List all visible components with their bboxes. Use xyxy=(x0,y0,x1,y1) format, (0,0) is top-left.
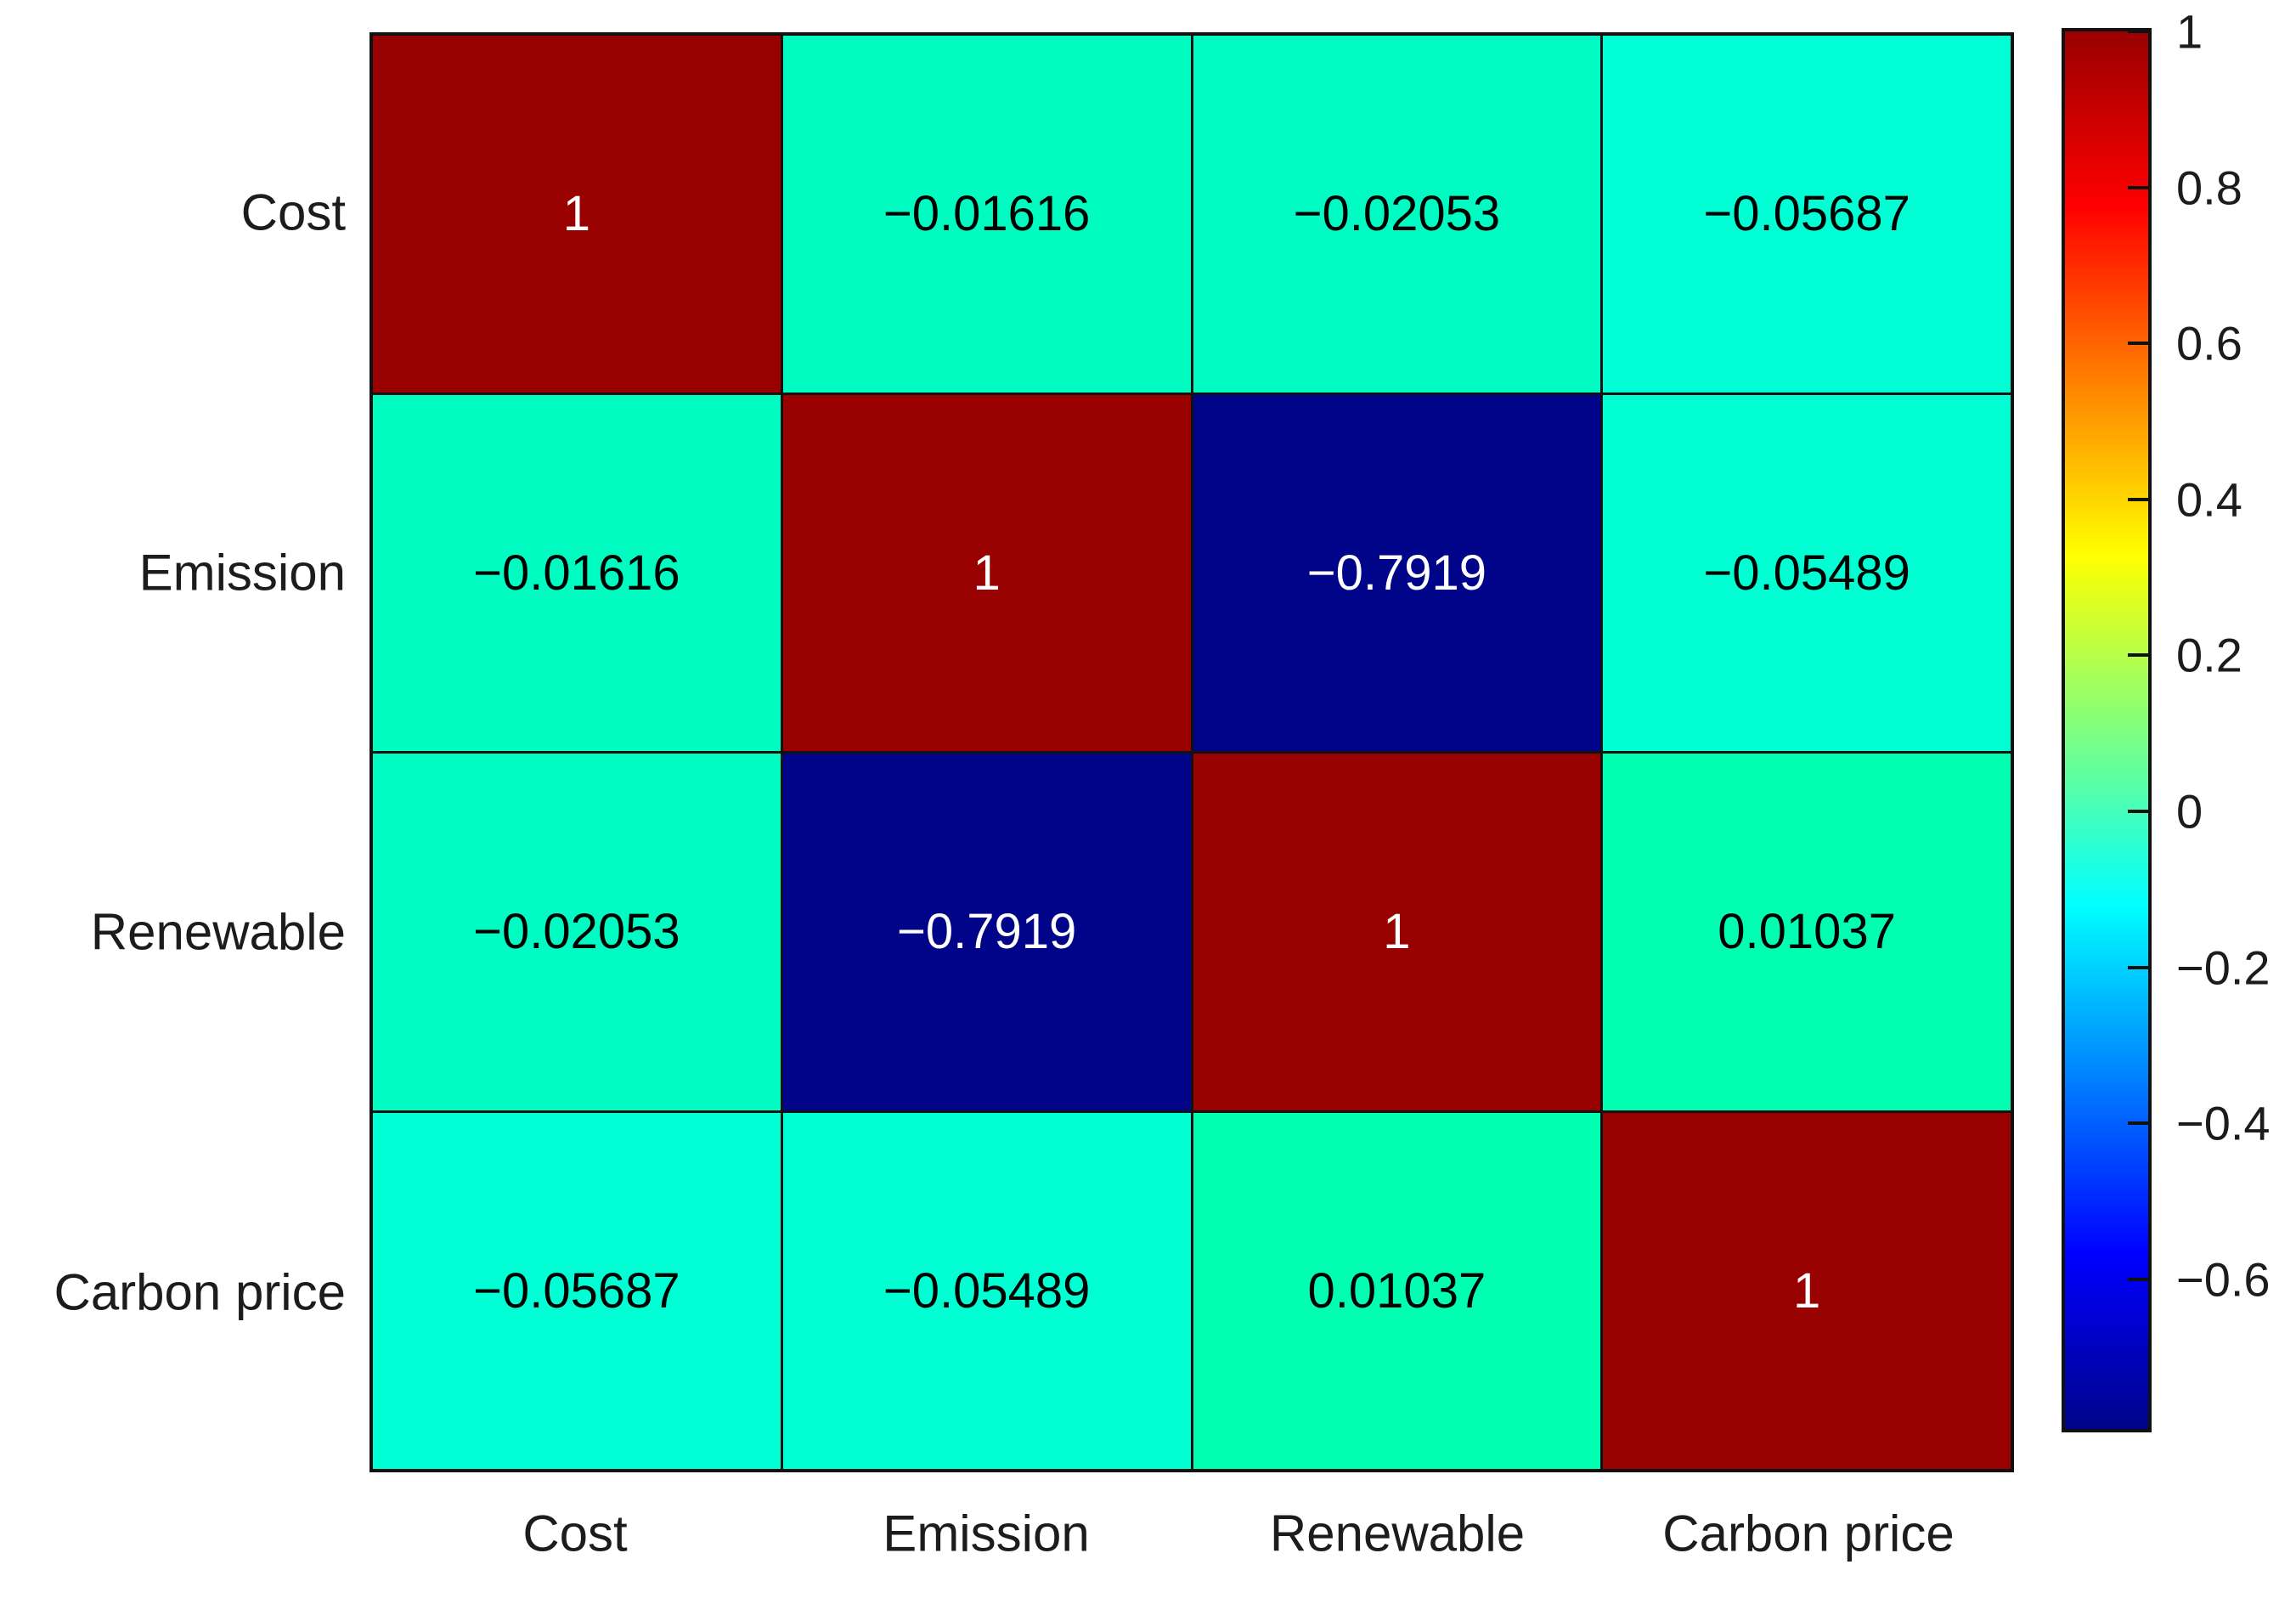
colorbar-tick-label: −0.6 xyxy=(2176,1252,2271,1307)
heatmap-cell: −0.05687 xyxy=(1603,36,2011,393)
colorbar-tick-mark xyxy=(2128,1277,2148,1281)
colorbar-tick-label: −0.4 xyxy=(2176,1096,2271,1150)
y-axis-label: Carbon price xyxy=(54,1263,346,1321)
colorbar-tick-mark xyxy=(2128,497,2148,501)
colorbar-tick-mark xyxy=(2128,1121,2148,1126)
colorbar xyxy=(2062,28,2152,1432)
colorbar-tick-label: 0.4 xyxy=(2176,472,2242,527)
colorbar-tick-label: 1 xyxy=(2176,4,2203,59)
heatmap-cell: 0.01037 xyxy=(1193,1112,1601,1469)
heatmap-cell: −0.05489 xyxy=(782,1112,1191,1469)
heatmap-cell: 1 xyxy=(1603,1112,2011,1469)
heatmap-cell: 0.01037 xyxy=(1603,754,2011,1110)
heatmap-cell: 1 xyxy=(782,394,1191,751)
colorbar-tick-mark xyxy=(2128,185,2148,189)
heatmap-cell: −0.01616 xyxy=(782,36,1191,393)
y-axis-label: Emission xyxy=(138,544,346,602)
x-axis-label: Renewable xyxy=(1269,1505,1526,1562)
colorbar-tick-mark xyxy=(2128,810,2148,814)
colorbar-tick-mark xyxy=(2128,342,2148,346)
x-axis-label: Emission xyxy=(883,1505,1090,1562)
colorbar-tick-label: −0.2 xyxy=(2176,940,2271,995)
heatmap-cell: −0.05489 xyxy=(1603,394,2011,751)
colorbar-tick-label: 0.8 xyxy=(2176,161,2242,215)
heatmap-cell: −0.05687 xyxy=(373,1112,781,1469)
x-axis-label: Cost xyxy=(522,1505,628,1562)
colorbar-tick-mark xyxy=(2128,653,2148,658)
colorbar-tick-label: 0 xyxy=(2176,784,2203,839)
colorbar-tick-mark xyxy=(2128,30,2148,33)
y-axis-label: Renewable xyxy=(90,903,346,961)
colorbar-tick-label: 0.6 xyxy=(2176,316,2242,370)
heatmap-grid: 1 −0.01616 −0.02053 −0.05687 −0.01616 1 −0.791… xyxy=(370,32,2014,1472)
heatmap-cell: 1 xyxy=(373,36,781,393)
heatmap-cell: −0.01616 xyxy=(373,394,781,751)
heatmap-cell: 1 xyxy=(1193,754,1601,1110)
heatmap-cell: −0.7919 xyxy=(1193,394,1601,751)
y-axis-label: Cost xyxy=(240,184,346,241)
heatmap-cell: −0.02053 xyxy=(373,754,781,1110)
heatmap-cell: −0.7919 xyxy=(782,754,1191,1110)
colorbar-tick-mark xyxy=(2128,965,2148,969)
heatmap-cell: −0.02053 xyxy=(1193,36,1601,393)
x-axis-label: Carbon price xyxy=(1662,1505,1955,1562)
colorbar-tick-label: 0.2 xyxy=(2176,628,2242,682)
